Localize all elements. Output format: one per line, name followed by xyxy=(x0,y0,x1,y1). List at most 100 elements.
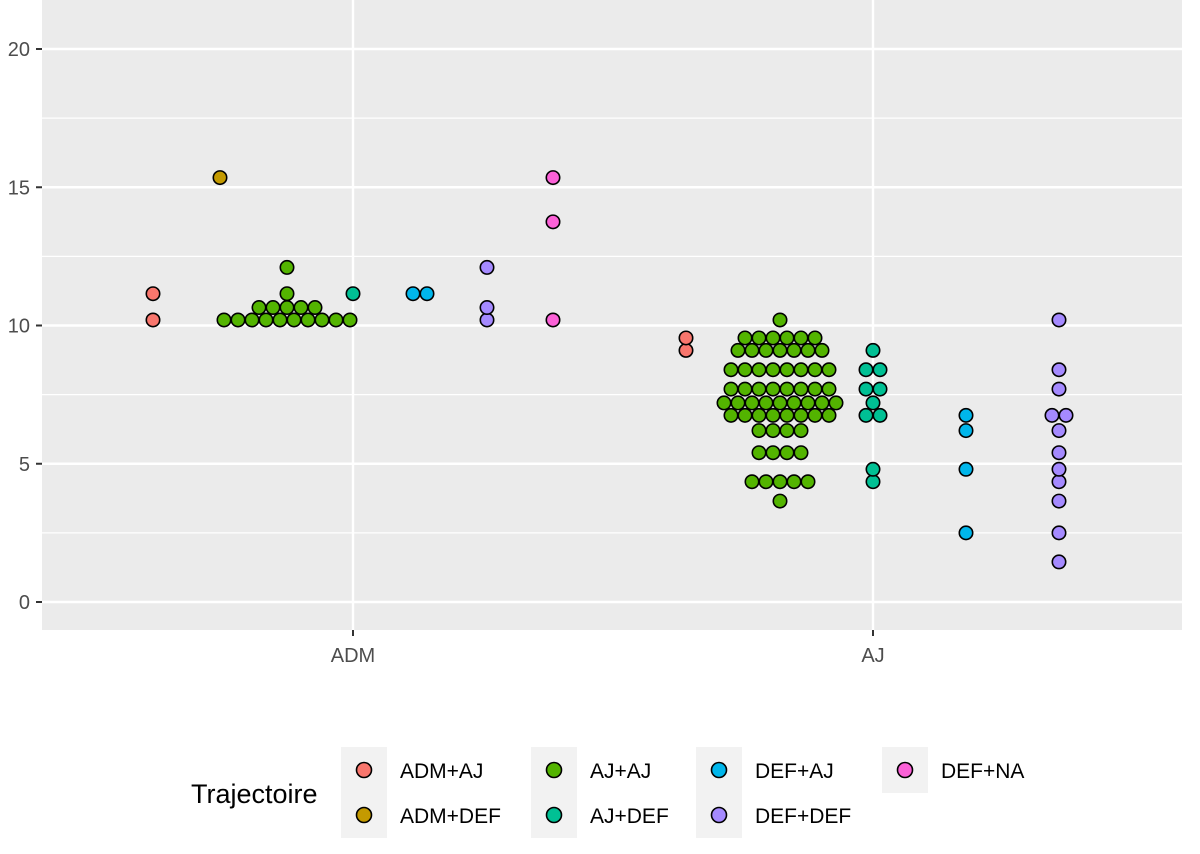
dot-aj-aj xyxy=(772,342,788,358)
dot-aj-aj xyxy=(286,312,302,328)
dot-adm-aj xyxy=(678,330,694,346)
dot-aj-aj xyxy=(342,312,358,328)
dot-def-na xyxy=(545,170,561,186)
dot-adm-aj xyxy=(145,286,161,302)
dot-aj-aj xyxy=(265,300,281,316)
y-tick-label: 5 xyxy=(19,454,30,476)
dot-def-def xyxy=(1051,474,1067,490)
dot-aj-aj xyxy=(751,330,767,346)
legend-label: AJ+DEF xyxy=(590,805,669,828)
dot-aj-aj xyxy=(807,407,823,423)
dot-aj-aj xyxy=(779,445,795,461)
dot-def-na xyxy=(545,312,561,328)
dot-aj-aj xyxy=(772,312,788,328)
legend-title: Trajectoire xyxy=(191,779,318,809)
legend: Trajectoire ADM+AJ ADM+DEF AJ+AJ AJ+DEF DEF+… xyxy=(191,747,1024,838)
legend-key-dot xyxy=(545,761,563,779)
dot-aj-def xyxy=(872,381,888,397)
dot-aj-aj xyxy=(800,474,816,490)
dot-aj-aj xyxy=(751,381,767,397)
dot-aj-aj xyxy=(779,407,795,423)
dot-aj-aj xyxy=(751,423,767,439)
dot-aj-aj xyxy=(779,423,795,439)
dot-aj-aj xyxy=(786,395,802,411)
y-tick-label: 0 xyxy=(19,592,30,614)
dot-aj-aj xyxy=(244,312,260,328)
dot-aj-aj xyxy=(793,445,809,461)
dot-aj-aj xyxy=(807,381,823,397)
dot-def-def xyxy=(479,312,495,328)
dot-aj-aj xyxy=(765,445,781,461)
dot-aj-aj xyxy=(307,300,323,316)
dot-aj-aj xyxy=(723,407,739,423)
dot-aj-aj xyxy=(758,342,774,358)
dot-aj-aj xyxy=(779,330,795,346)
legend-label: DEF+NA xyxy=(941,760,1024,783)
dot-aj-aj xyxy=(807,330,823,346)
dot-aj-aj xyxy=(779,381,795,397)
dot-aj-aj xyxy=(230,312,246,328)
dot-def-def xyxy=(479,300,495,316)
dot-aj-def xyxy=(865,461,881,477)
major-gridlines xyxy=(42,0,1182,630)
legend-label: ADM+AJ xyxy=(400,760,483,783)
dot-aj-aj xyxy=(765,330,781,346)
dot-aj-aj xyxy=(751,362,767,378)
dot-aj-aj xyxy=(737,381,753,397)
dot-def-aj xyxy=(419,286,435,302)
legend-key-dot xyxy=(896,761,914,779)
dot-aj-aj xyxy=(737,407,753,423)
dot-aj-aj xyxy=(772,493,788,509)
dot-aj-aj xyxy=(800,395,816,411)
dot-def-aj xyxy=(958,461,974,477)
dot-def-def xyxy=(1051,525,1067,541)
legend-label: ADM+DEF xyxy=(400,805,501,828)
dot-aj-aj xyxy=(716,395,732,411)
dot-aj-aj xyxy=(758,395,774,411)
dot-aj-aj xyxy=(800,342,816,358)
dot-def-aj xyxy=(958,423,974,439)
dot-aj-aj xyxy=(737,330,753,346)
dot-aj-aj xyxy=(765,362,781,378)
dot-def-na xyxy=(545,214,561,230)
dot-aj-def xyxy=(858,362,874,378)
dot-aj-aj xyxy=(723,381,739,397)
dot-aj-aj xyxy=(772,395,788,411)
legend-key-dot xyxy=(355,761,373,779)
dot-aj-aj xyxy=(793,407,809,423)
y-axis: 0 5 10 15 20 xyxy=(8,39,42,614)
dot-aj-aj xyxy=(814,395,830,411)
dot-def-def xyxy=(1051,362,1067,378)
dot-aj-aj xyxy=(779,362,795,378)
dot-aj-aj xyxy=(772,474,788,490)
dot-def-def xyxy=(1051,423,1067,439)
legend-label: DEF+DEF xyxy=(755,805,851,828)
legend-key-dot xyxy=(355,806,373,824)
dot-aj-aj xyxy=(765,381,781,397)
dot-def-def xyxy=(479,259,495,275)
dot-aj-aj xyxy=(758,474,774,490)
dot-aj-aj xyxy=(807,362,823,378)
dot-aj-aj xyxy=(793,362,809,378)
dot-aj-aj xyxy=(293,300,309,316)
dot-aj-aj xyxy=(279,300,295,316)
dot-aj-aj xyxy=(828,395,844,411)
dot-aj-def xyxy=(345,286,361,302)
dot-aj-aj xyxy=(251,300,267,316)
y-tick-label: 15 xyxy=(8,177,30,199)
dot-aj-aj xyxy=(216,312,232,328)
dot-adm-aj xyxy=(678,342,694,358)
dot-aj-aj xyxy=(314,312,330,328)
dot-aj-aj xyxy=(279,286,295,302)
dot-aj-aj xyxy=(786,474,802,490)
dot-aj-aj xyxy=(786,342,802,358)
legend-label: DEF+AJ xyxy=(755,760,834,783)
dot-aj-aj xyxy=(765,423,781,439)
dot-aj-def xyxy=(865,395,881,411)
dot-aj-aj xyxy=(744,474,760,490)
y-tick-label: 20 xyxy=(8,39,30,61)
dot-aj-aj xyxy=(744,395,760,411)
x-tick-label: ADM xyxy=(331,645,375,667)
dot-def-def xyxy=(1044,407,1060,423)
